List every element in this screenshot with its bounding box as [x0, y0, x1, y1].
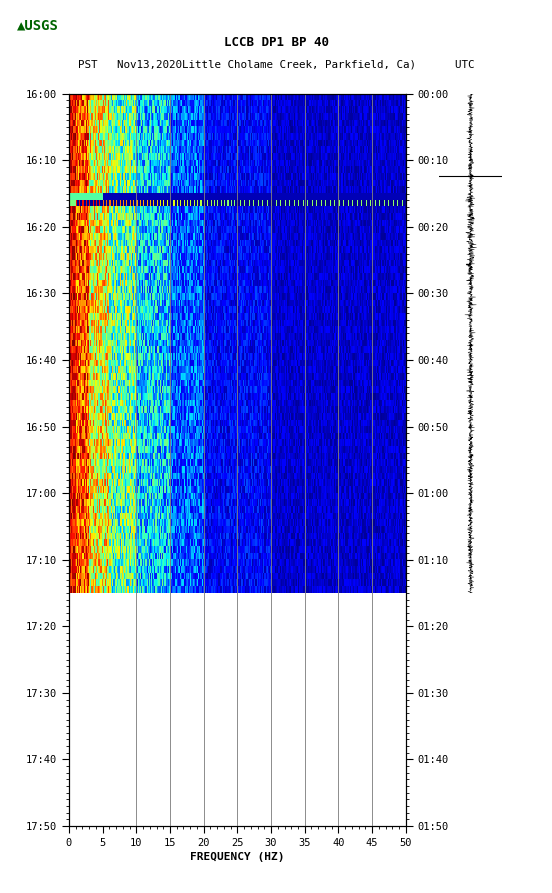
- X-axis label: FREQUENCY (HZ): FREQUENCY (HZ): [190, 852, 285, 862]
- Text: PST   Nov13,2020Little Cholame Creek, Parkfield, Ca)      UTC: PST Nov13,2020Little Cholame Creek, Park…: [78, 59, 474, 70]
- Text: LCCB DP1 BP 40: LCCB DP1 BP 40: [224, 37, 328, 49]
- Text: ▲USGS: ▲USGS: [17, 18, 59, 32]
